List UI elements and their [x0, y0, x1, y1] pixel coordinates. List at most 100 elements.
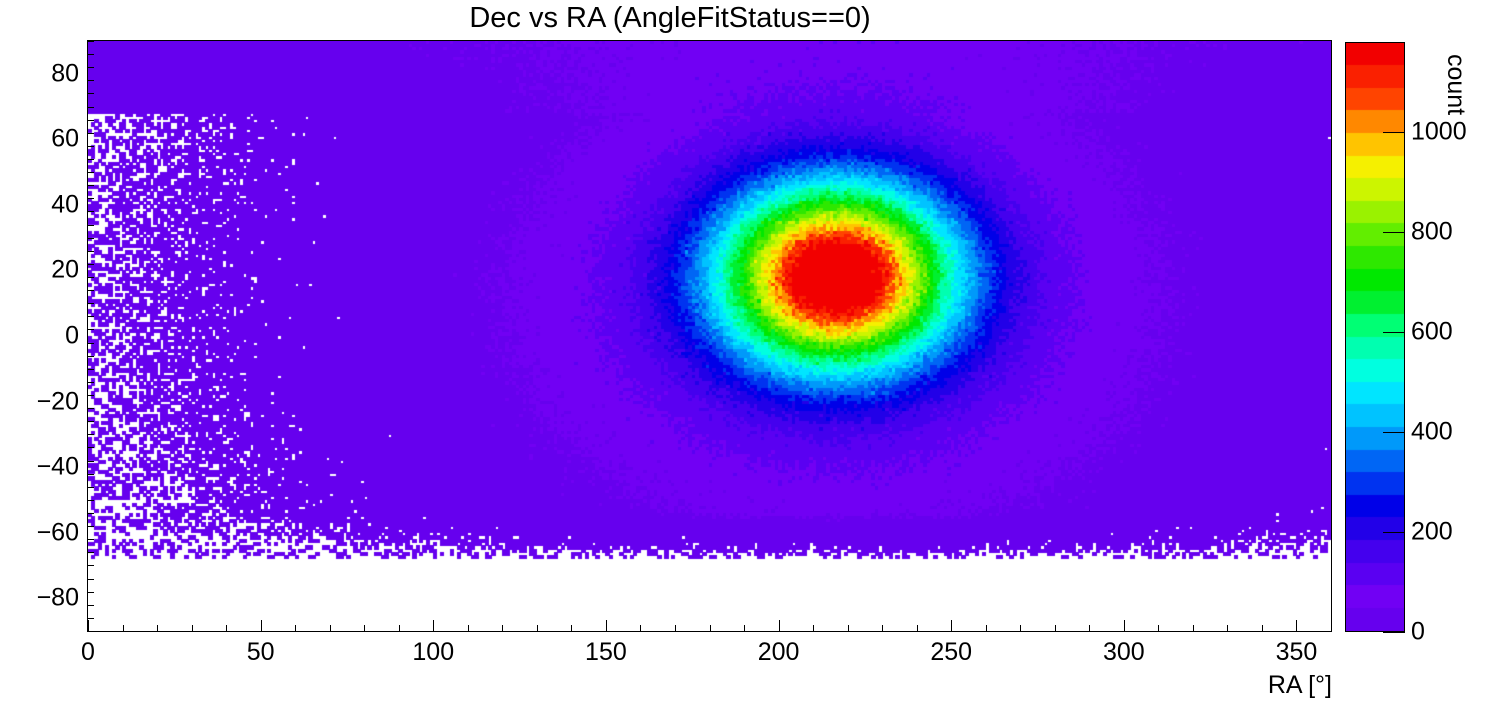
colorbar-tick-label: 600 [1411, 317, 1453, 346]
x-tick-label: 150 [585, 638, 627, 666]
y-tick-minor [88, 185, 94, 186]
x-tick-label: 300 [1102, 638, 1145, 666]
x-tick-minor [986, 625, 987, 631]
x-tick-minor [1089, 625, 1090, 631]
y-tick-minor [88, 264, 94, 265]
colorbar-tick [1383, 132, 1405, 133]
x-tick-major [1124, 620, 1125, 631]
x-tick-label: 250 [930, 638, 973, 666]
y-tick-label: −20 [36, 387, 79, 416]
x-tick-minor [1227, 625, 1228, 631]
y-tick-minor [88, 303, 94, 304]
x-tick-minor [1262, 625, 1263, 631]
y-tick-minor [88, 461, 94, 462]
y-tick-label: 40 [51, 190, 79, 219]
y-tick-minor [88, 552, 94, 553]
colorbar-tick [1383, 332, 1405, 333]
x-tick-minor [1193, 625, 1194, 631]
x-tick-minor [571, 625, 572, 631]
y-tick-minor [88, 238, 94, 239]
y-tick-minor [88, 290, 94, 291]
y-tick-label: −80 [36, 583, 79, 612]
x-tick-minor [330, 625, 331, 631]
y-tick-minor [88, 382, 94, 383]
x-tick-label: 50 [246, 638, 275, 666]
x-tick-minor [1331, 625, 1332, 631]
y-tick-minor [88, 395, 94, 396]
x-tick-major [1296, 620, 1297, 631]
heatmap-surface[interactable] [88, 41, 1331, 631]
y-tick-minor [88, 565, 94, 566]
y-tick-minor [88, 618, 94, 619]
colorbar-tick-label: 400 [1411, 417, 1453, 446]
x-tick-major [433, 620, 434, 631]
x-tick-minor [399, 625, 400, 631]
y-tick-minor [88, 356, 94, 357]
y-tick-minor [88, 434, 94, 435]
x-tick-minor [1055, 625, 1056, 631]
y-tick-minor [88, 133, 94, 134]
y-tick-label: 20 [51, 255, 79, 284]
x-tick-minor [710, 625, 711, 631]
x-tick-minor [468, 625, 469, 631]
y-tick-minor [88, 146, 94, 147]
y-tick-minor [88, 41, 94, 42]
colorbar-tick [1383, 632, 1405, 633]
x-tick-minor [502, 625, 503, 631]
page-title: Dec vs RA (AngleFitStatus==0) [469, 2, 871, 34]
y-tick-minor [88, 172, 94, 173]
y-tick-minor [88, 107, 94, 108]
x-tick-minor [1158, 625, 1159, 631]
x-tick-label: 350 [1275, 638, 1318, 666]
x-tick-minor [744, 625, 745, 631]
y-tick-minor [88, 198, 94, 199]
x-tick-major [606, 620, 607, 631]
colorbar-gradient [1346, 43, 1404, 631]
colorbar[interactable] [1345, 42, 1405, 632]
y-tick-minor [88, 80, 94, 81]
x-tick-label: 0 [81, 638, 95, 666]
colorbar-tick [1383, 432, 1405, 433]
y-tick-minor [88, 447, 94, 448]
colorbar-title: count [1442, 54, 1470, 116]
y-tick-minor [88, 316, 94, 317]
y-tick-minor [88, 605, 94, 606]
x-tick-major [951, 620, 952, 631]
y-tick-label: −40 [36, 452, 79, 481]
colorbar-tick-label: 1000 [1411, 117, 1467, 146]
y-tick-minor [88, 592, 94, 593]
y-tick-label: 80 [51, 59, 79, 88]
y-tick-minor [88, 526, 94, 527]
y-tick-minor [88, 539, 94, 540]
y-tick-minor [88, 120, 94, 121]
x-tick-minor [157, 625, 158, 631]
colorbar-tick-label: 0 [1411, 617, 1425, 646]
y-tick-minor [88, 329, 94, 330]
colorbar-tick [1383, 232, 1405, 233]
x-tick-minor [123, 625, 124, 631]
y-tick-minor [88, 67, 94, 68]
x-tick-major [88, 620, 89, 631]
y-tick-minor [88, 500, 94, 501]
colorbar-tick-label: 200 [1411, 517, 1453, 546]
x-tick-label: 100 [412, 638, 455, 666]
y-tick-minor [88, 421, 94, 422]
x-tick-minor [917, 625, 918, 631]
x-tick-minor [813, 625, 814, 631]
y-tick-label: −60 [36, 518, 79, 547]
x-tick-minor [226, 625, 227, 631]
y-tick-label: 0 [65, 321, 79, 350]
y-tick-minor [88, 631, 94, 632]
x-tick-minor [295, 625, 296, 631]
x-tick-major [261, 620, 262, 631]
y-tick-minor [88, 225, 94, 226]
x-tick-minor [675, 625, 676, 631]
y-tick-minor [88, 474, 94, 475]
x-tick-major [779, 620, 780, 631]
y-tick-minor [88, 369, 94, 370]
x-tick-minor [1020, 625, 1021, 631]
y-tick-minor [88, 211, 94, 212]
x-tick-minor [364, 625, 365, 631]
plot-frame [87, 40, 1332, 632]
colorbar-tick-label: 800 [1411, 217, 1453, 246]
